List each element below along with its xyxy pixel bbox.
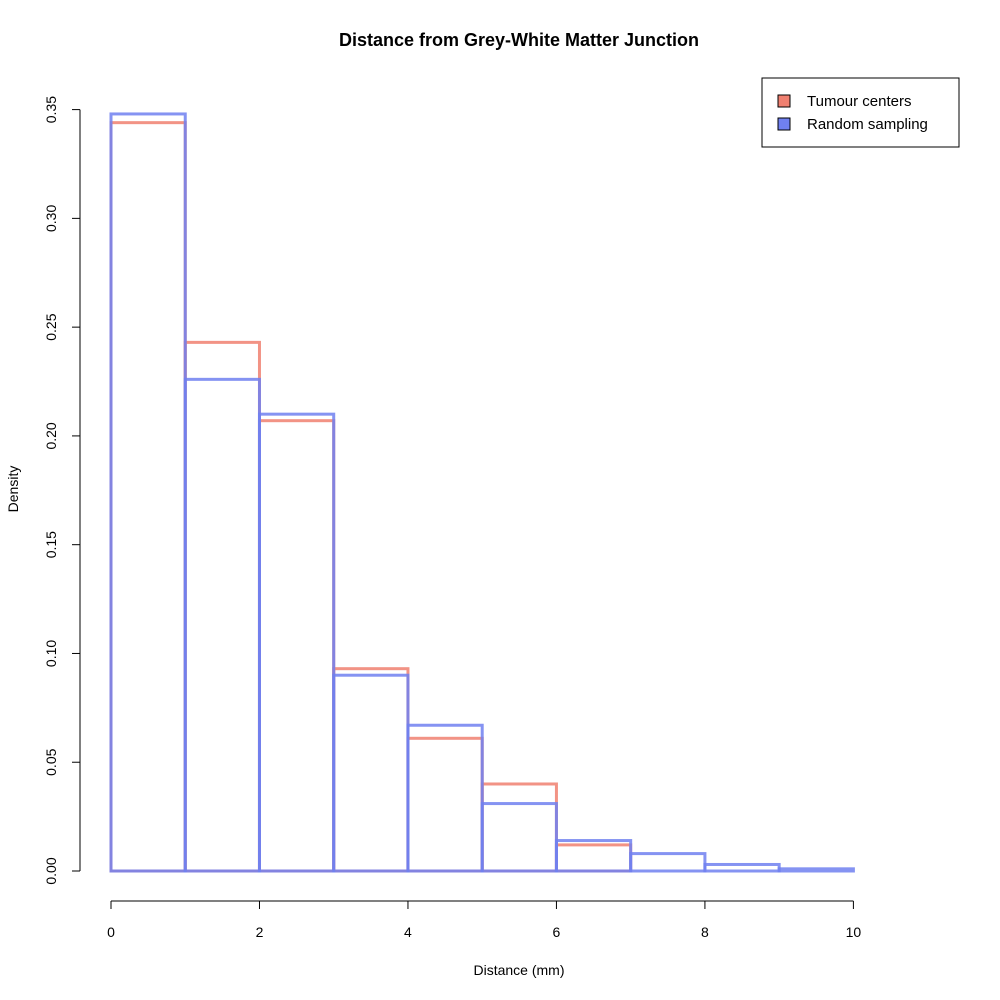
histogram-bar [332, 667, 410, 873]
x-axis: 0 2 4 6 8 10 [107, 900, 862, 940]
legend-label: Random sampling [807, 116, 928, 133]
histogram-bar [406, 723, 484, 873]
histogram-bar [629, 852, 707, 873]
series-tumour-centers [109, 121, 633, 873]
y-axis: 0.00 0.05 0.10 0.15 0.20 0.25 0.30 0.35 [43, 96, 81, 885]
y-tick-label: 0.30 [43, 205, 59, 232]
histogram-bar [257, 412, 336, 873]
histogram-bar [183, 340, 261, 873]
x-tick-label: 10 [846, 924, 862, 940]
legend-box [761, 77, 960, 148]
histogram-bar [703, 862, 781, 873]
y-tick-label: 0.25 [43, 313, 59, 340]
x-tick-label: 8 [701, 924, 709, 940]
chart-title: Distance from Grey-White Matter Junction [339, 30, 699, 50]
histogram-bar [109, 112, 187, 873]
y-tick-label: 0.35 [43, 96, 59, 123]
histogram-bar [332, 673, 410, 873]
legend-label: Tumour centers [807, 93, 911, 110]
histogram-bar [554, 843, 633, 873]
legend-swatch [777, 94, 791, 108]
histogram-bar [109, 121, 187, 873]
y-tick-label: 0.10 [43, 640, 59, 667]
y-tick-label: 0.15 [43, 531, 59, 558]
histogram-bar [480, 802, 558, 873]
histogram-bar [257, 419, 336, 873]
histogram-bars [109, 112, 855, 873]
y-tick-label: 0.05 [43, 748, 59, 775]
x-tick-label: 0 [107, 924, 115, 940]
histogram-bar [480, 782, 558, 873]
x-tick-label: 4 [404, 924, 412, 940]
legend: Tumour centers Random sampling [761, 77, 960, 148]
x-tick-label: 2 [256, 924, 264, 940]
y-axis-label: Density [5, 466, 21, 513]
y-tick-label: 0.20 [43, 422, 59, 449]
histogram-bar [777, 867, 855, 873]
x-axis-label: Distance (mm) [473, 962, 564, 978]
series-random-sampling [109, 112, 855, 873]
histogram-bar [183, 377, 261, 873]
x-tick-label: 6 [553, 924, 561, 940]
legend-swatch [777, 117, 791, 131]
histogram-bar [406, 736, 484, 873]
y-tick-label: 0.00 [43, 857, 59, 884]
